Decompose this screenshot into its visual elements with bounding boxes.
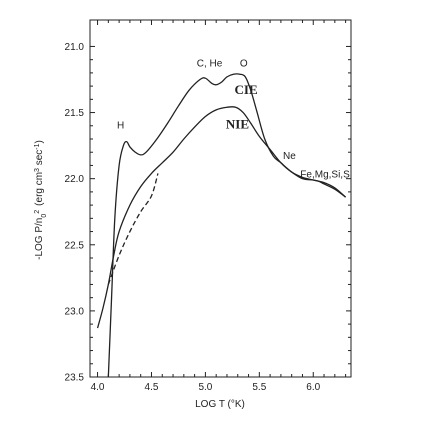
annotation-label: Fe,Mg,Si,S xyxy=(300,169,350,180)
annotation-label: Ne xyxy=(283,151,296,162)
x-tick-label: 4.0 xyxy=(91,382,105,393)
y-tick-label: 21.0 xyxy=(65,42,85,53)
y-axis-title-units: (erg cm xyxy=(34,172,45,206)
series-line-nie xyxy=(96,106,347,329)
y-tick-label: 23.0 xyxy=(65,306,85,317)
annotations-layer: H C, He O CIE NIE Ne Fe,Mg,Si,S xyxy=(117,58,350,180)
series-line-dashed-2 xyxy=(107,173,159,285)
y-axis-title-units-sup2: -1 xyxy=(34,143,41,149)
y-axis-title-units-end: ) xyxy=(34,140,45,143)
annotation-label: H xyxy=(117,120,124,131)
annotation-label: CIE xyxy=(235,82,258,97)
annotation-label: NIE xyxy=(226,116,249,131)
y-axis-title: -LOG P/n02 (erg cm3 sec-1) xyxy=(34,140,48,260)
y-axis-title-main: -LOG P/n xyxy=(34,218,45,260)
y-axis-title-sub: 0 xyxy=(41,214,48,218)
x-tick-label: 4.5 xyxy=(145,382,159,393)
y-tick-label: 22.0 xyxy=(65,174,85,185)
y-axis-title-units-mid: sec xyxy=(34,150,45,168)
y-tick-label: 23.5 xyxy=(65,373,85,384)
annotation-label: C, He xyxy=(197,58,223,69)
x-tick-label: 5.5 xyxy=(252,382,266,393)
x-tick-label: 6.0 xyxy=(306,382,320,393)
x-tick-label: 5.0 xyxy=(198,382,212,393)
y-axis-title-sup: 2 xyxy=(34,210,41,214)
series-layer xyxy=(96,73,347,378)
y-axis-title-units-sup1: 3 xyxy=(34,168,41,172)
ticks-layer: 4.0 4.5 5.0 5.5 6.0 21.0 21.5 22.0 22.5 23.0 23.5 xyxy=(65,20,351,393)
annotation-label: O xyxy=(240,58,248,69)
x-axis-title: LOG T (°K) xyxy=(195,399,245,410)
y-tick-label: 21.5 xyxy=(65,108,85,119)
plot-frame xyxy=(89,19,352,378)
y-tick-label: 22.5 xyxy=(65,240,85,251)
